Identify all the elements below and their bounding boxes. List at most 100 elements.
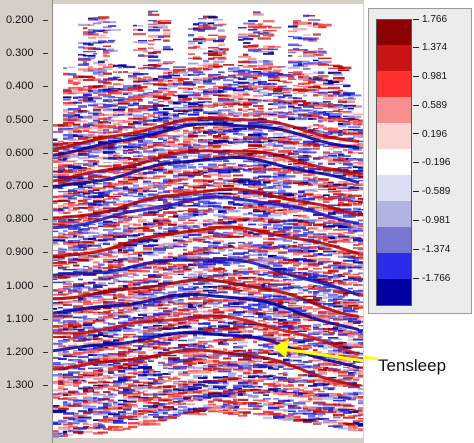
trace-fragment xyxy=(218,276,226,279)
trace-fragment xyxy=(138,313,147,316)
trace-fragment xyxy=(333,110,341,112)
trace-fragment xyxy=(143,66,157,69)
trace-fragment xyxy=(313,83,327,86)
seismic-section[interactable] xyxy=(53,4,363,438)
trace-fragment xyxy=(273,182,281,184)
trace-fragment xyxy=(288,105,295,108)
trace-fragment xyxy=(288,201,296,203)
trace-fragment xyxy=(333,223,347,226)
trace-fragment xyxy=(163,98,169,101)
trace-fragment xyxy=(53,326,60,329)
trace-fragment xyxy=(248,153,258,155)
trace-fragment xyxy=(68,218,75,222)
trace-fragment xyxy=(83,123,95,127)
trace-fragment xyxy=(238,271,247,275)
trace-fragment xyxy=(318,286,331,289)
trace-fragment xyxy=(328,118,336,120)
trace-fragment xyxy=(68,209,77,211)
trace-fragment xyxy=(308,275,318,278)
trace-fragment xyxy=(323,303,336,305)
trace-fragment xyxy=(308,188,317,191)
trace-fragment xyxy=(283,149,294,151)
trace-fragment xyxy=(313,123,319,127)
trace-fragment xyxy=(88,97,94,101)
trace-fragment xyxy=(173,189,180,191)
trace-fragment xyxy=(63,160,76,163)
trace-fragment xyxy=(68,232,80,236)
trace-fragment xyxy=(108,255,118,258)
trace-fragment xyxy=(263,64,273,67)
trace-fragment xyxy=(353,183,363,187)
trace-fragment xyxy=(153,156,159,158)
trace-fragment xyxy=(173,187,181,190)
trace-fragment xyxy=(288,247,301,250)
trace-fragment xyxy=(103,131,112,134)
trace-fragment xyxy=(233,143,238,145)
trace-fragment xyxy=(268,211,275,213)
trace-fragment xyxy=(133,73,144,76)
trace-fragment xyxy=(78,78,83,81)
trace-fragment xyxy=(318,63,329,66)
trace-fragment xyxy=(163,69,175,72)
trace-fragment xyxy=(263,299,276,302)
trace-fragment xyxy=(78,194,86,197)
trace-fragment xyxy=(128,316,136,320)
trace-fragment xyxy=(273,144,284,147)
trace-fragment xyxy=(93,156,107,159)
trace-fragment xyxy=(173,221,178,224)
trace-fragment xyxy=(198,48,206,50)
trace-fragment xyxy=(318,87,329,90)
trace-fragment xyxy=(318,188,331,191)
trace-fragment xyxy=(58,156,70,159)
trace-fragment xyxy=(213,179,221,181)
trace-fragment xyxy=(203,100,212,103)
trace-fragment xyxy=(183,116,195,119)
trace-fragment xyxy=(103,277,111,280)
trace-fragment xyxy=(258,121,268,124)
trace-fragment xyxy=(53,157,59,161)
trace-fragment xyxy=(108,64,115,66)
trace-fragment xyxy=(123,85,137,88)
trace-fragment xyxy=(208,153,213,156)
trace-fragment xyxy=(193,246,199,249)
trace-fragment xyxy=(103,205,111,207)
trace-fragment xyxy=(343,318,353,321)
trace-fragment xyxy=(323,222,332,224)
trace-fragment xyxy=(338,111,352,113)
trace-fragment xyxy=(198,140,211,144)
trace-fragment xyxy=(113,78,123,81)
trace-fragment xyxy=(183,112,188,115)
trace-fragment xyxy=(308,270,313,272)
trace-fragment xyxy=(323,143,330,146)
trace-fragment xyxy=(213,159,223,163)
trace-fragment xyxy=(218,289,227,292)
trace-fragment xyxy=(168,73,174,77)
trace-fragment xyxy=(148,278,161,281)
trace-fragment xyxy=(283,102,292,105)
trace-fragment xyxy=(63,269,77,271)
trace-fragment xyxy=(283,279,292,281)
trace-fragment xyxy=(158,248,165,251)
trace-fragment xyxy=(58,173,69,177)
trace-fragment xyxy=(123,308,137,310)
trace-fragment xyxy=(198,89,205,91)
trace-fragment xyxy=(53,160,62,163)
trace-fragment xyxy=(138,219,147,222)
trace-fragment xyxy=(63,325,70,327)
trace-fragment xyxy=(173,300,184,303)
trace-fragment xyxy=(133,84,141,88)
trace-fragment xyxy=(318,71,325,75)
trace-fragment xyxy=(228,108,236,111)
trace-fragment xyxy=(78,68,90,71)
trace-fragment xyxy=(63,286,71,290)
trace-fragment xyxy=(258,223,264,226)
trace-fragment xyxy=(268,26,282,29)
trace-fragment xyxy=(128,276,134,278)
trace-fragment xyxy=(233,97,243,100)
trace-fragment xyxy=(158,21,172,24)
tick-mark xyxy=(43,186,48,187)
trace-fragment xyxy=(68,280,74,283)
trace-fragment xyxy=(198,230,209,234)
trace-fragment xyxy=(183,284,189,286)
trace-fragment xyxy=(228,217,241,221)
